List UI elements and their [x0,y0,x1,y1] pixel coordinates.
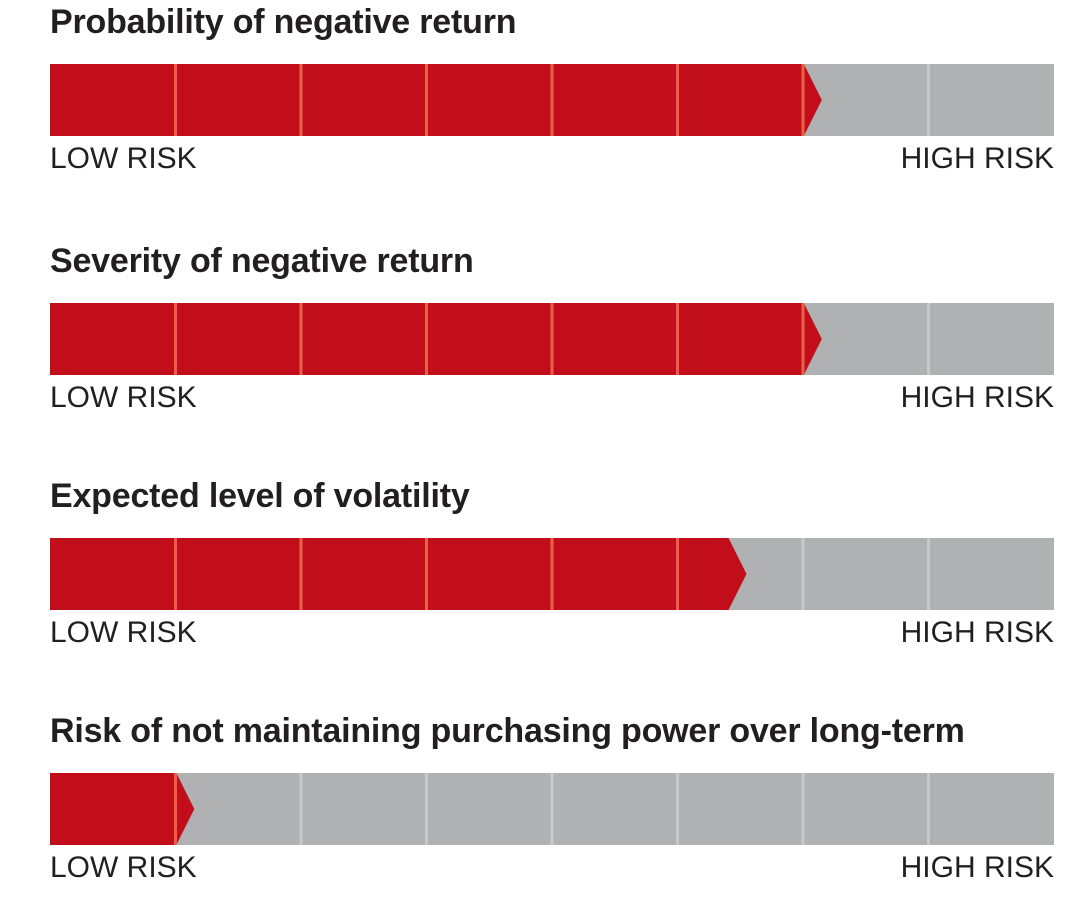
gauge-title: Probability of negative return [50,3,517,41]
high-risk-label: HIGH RISK [900,381,1054,414]
risk-bar [50,538,1054,610]
high-risk-label: HIGH RISK [900,616,1054,649]
risk-bar [50,303,1054,375]
gauge-volatility: Expected level of volatility LOW RISK HI… [50,476,1054,650]
gauge-probability: Probability of negative return LOW RISK … [50,2,1054,176]
gauge-title: Risk of not maintaining purchasing power… [50,712,965,750]
risk-level-fill [50,538,747,610]
risk-bar [50,64,1054,136]
high-risk-label: HIGH RISK [900,142,1054,175]
low-risk-label: LOW RISK [50,851,197,884]
bar-labels: LOW RISK HIGH RISK [50,616,1054,650]
gauge-purchasing-power: Risk of not maintaining purchasing power… [50,711,1054,885]
risk-level-fill [50,773,195,845]
low-risk-label: LOW RISK [50,616,197,649]
risk-level-fill [50,303,822,375]
bar-labels: LOW RISK HIGH RISK [50,142,1054,176]
bar-labels: LOW RISK HIGH RISK [50,851,1054,885]
low-risk-label: LOW RISK [50,381,197,414]
risk-level-fill [50,64,822,136]
bar-labels: LOW RISK HIGH RISK [50,381,1054,415]
gauge-title: Severity of negative return [50,242,474,280]
low-risk-label: LOW RISK [50,142,197,175]
high-risk-label: HIGH RISK [900,851,1054,884]
gauge-severity: Severity of negative return LOW RISK HIG… [50,241,1054,415]
risk-bar [50,773,1054,845]
gauge-title: Expected level of volatility [50,477,470,515]
